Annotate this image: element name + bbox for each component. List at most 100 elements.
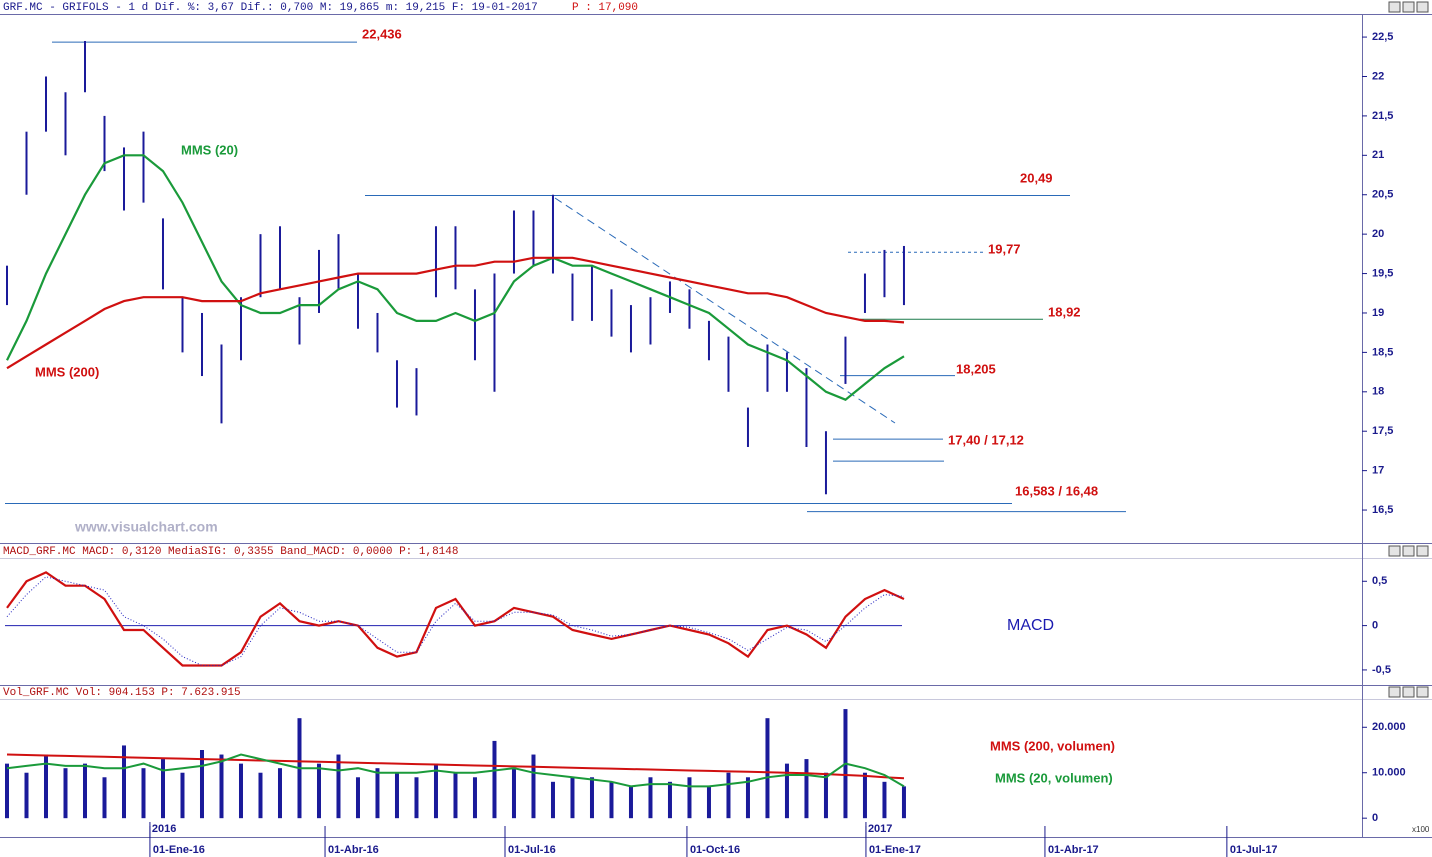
series-label: MMS (20, volumen) [995, 770, 1113, 785]
level-label: 18,92 [1048, 304, 1081, 319]
volume-bar [180, 772, 185, 819]
volume-bar [531, 754, 536, 819]
year-label: 2016 [152, 823, 176, 835]
line-series [6, 154, 905, 401]
volume-bar [784, 763, 789, 819]
volume-bar [336, 754, 341, 819]
volume-bar [511, 768, 516, 819]
volume-bar [24, 772, 29, 819]
volume-bar [394, 772, 399, 819]
volume-bar [550, 781, 555, 819]
volume-bar [121, 745, 126, 819]
x-tick-label: 01-Abr-16 [328, 844, 379, 856]
x-tick-label: 01-Oct-16 [690, 844, 740, 856]
volume-bar [375, 768, 380, 819]
y-tick-label: 17 [1372, 465, 1384, 477]
volume-bar [823, 772, 828, 819]
y-tick-label: 16,5 [1372, 504, 1393, 516]
close-button[interactable] [1416, 1, 1429, 13]
volume-header: Vol_GRF.MC Vol: 904.153 P: 7.623.915 [3, 687, 241, 699]
line-series [6, 576, 905, 666]
y-tick-label: 0,5 [1372, 575, 1387, 587]
volume-bar [706, 786, 711, 819]
volume-bar [492, 740, 497, 819]
x-tick-label: 01-Ene-16 [153, 844, 205, 856]
volume-bar [570, 777, 575, 819]
line-series [6, 256, 905, 370]
volume-bar [82, 763, 87, 819]
y-tick-label: 18,5 [1372, 346, 1393, 358]
volume-bar [453, 772, 458, 819]
y-tick-label: 19 [1372, 307, 1384, 319]
volume-bar [258, 772, 263, 819]
level-label: 20,49 [1020, 170, 1053, 185]
y-tick-label: 17,5 [1372, 425, 1393, 437]
volume-bar [238, 763, 243, 819]
volume-bar [433, 763, 438, 819]
y-tick-label: 20,5 [1372, 189, 1393, 201]
volume-bar [102, 777, 107, 819]
level-label: 19,77 [988, 241, 1021, 256]
maximize-button[interactable] [1402, 1, 1415, 13]
y-tick-label: 22 [1372, 70, 1384, 82]
line-series [6, 753, 905, 788]
volume-bar [589, 777, 594, 819]
volume-bar [765, 718, 770, 819]
watermark: www.visualchart.com [74, 519, 218, 535]
minimize-button[interactable] [1388, 545, 1401, 557]
close-button[interactable] [1416, 545, 1429, 557]
volume-bar [5, 763, 10, 819]
volume-bar [667, 781, 672, 819]
x-tick-label: 01-Abr-17 [1048, 844, 1099, 856]
volume-bar [219, 754, 224, 819]
x-tick-label: 01-Jul-17 [1230, 844, 1278, 856]
year-label: 2017 [868, 823, 892, 835]
close-button[interactable] [1416, 686, 1429, 698]
volume-bar [160, 759, 165, 819]
volume-bar [414, 777, 419, 819]
trend-line [554, 197, 896, 424]
y-tick-label: 22,5 [1372, 31, 1393, 43]
y-tick-label: 0 [1372, 620, 1378, 632]
volume-bar [726, 772, 731, 819]
minimize-button[interactable] [1388, 686, 1401, 698]
macd-header: MACD_GRF.MC MACD: 0,3120 MediaSIG: 0,335… [3, 546, 458, 558]
series-label: MMS (200) [35, 364, 99, 379]
y-tick-label: 21,5 [1372, 110, 1393, 122]
y-tick-label: 19,5 [1372, 267, 1393, 279]
maximize-button[interactable] [1402, 686, 1415, 698]
line-series [6, 571, 905, 667]
volume-bar [355, 777, 360, 819]
volume-bar [628, 786, 633, 819]
window-buttons [1388, 1, 1429, 698]
volume-bar [882, 781, 887, 819]
minimize-button[interactable] [1388, 1, 1401, 13]
level-label: 16,583 / 16,48 [1015, 483, 1098, 498]
series-label: MMS (20) [181, 142, 238, 157]
y-tick-label: -0,5 [1372, 664, 1391, 676]
y-tick-label: 20 [1372, 228, 1384, 240]
header-price: P : 17,090 [572, 2, 638, 14]
maximize-button[interactable] [1402, 545, 1415, 557]
y-tick-label: 20.000 [1372, 721, 1406, 733]
panel-frames [0, 14, 1432, 838]
volume-bar [316, 763, 321, 819]
line-series [6, 753, 905, 780]
volume-bar [199, 750, 204, 819]
volume-bar [609, 781, 614, 819]
series-label: MACD [1007, 617, 1054, 634]
series-label: MMS (200, volumen) [990, 738, 1115, 753]
level-label: 22,436 [362, 26, 402, 41]
y-tick-label: 0 [1372, 812, 1378, 824]
volume-bar [43, 754, 48, 819]
unit-label: x100 [1412, 825, 1430, 834]
x-tick-label: 01-Ene-17 [869, 844, 921, 856]
volume-bar [648, 777, 653, 819]
y-tick-label: 21 [1372, 149, 1384, 161]
level-label: 17,40 / 17,12 [948, 432, 1024, 447]
volume-bar [141, 768, 146, 819]
y-tick-label: 10.000 [1372, 767, 1406, 779]
x-tick-label: 01-Jul-16 [508, 844, 556, 856]
